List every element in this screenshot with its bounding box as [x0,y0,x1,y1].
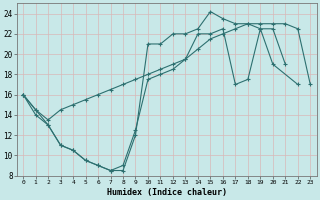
X-axis label: Humidex (Indice chaleur): Humidex (Indice chaleur) [107,188,227,197]
